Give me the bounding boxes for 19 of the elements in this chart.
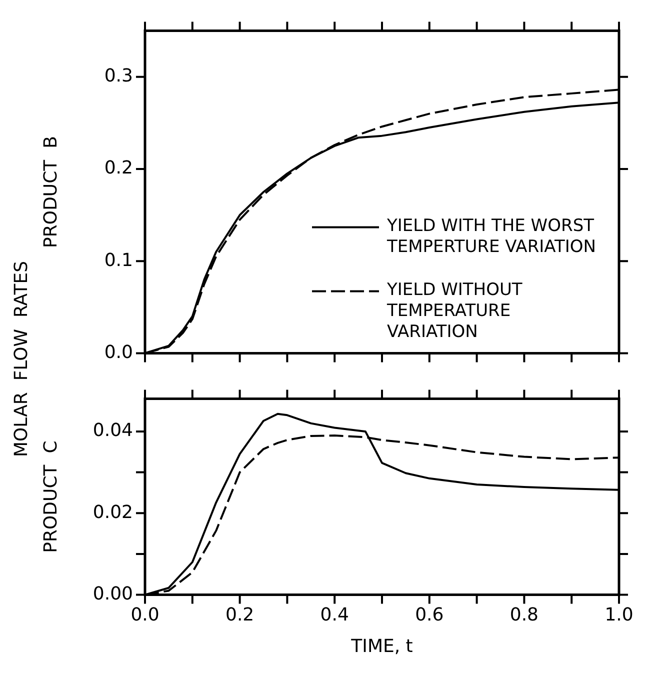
y-tick-label: 0.02 bbox=[92, 502, 133, 523]
x-tick-label: 0.2 bbox=[225, 604, 254, 626]
x-axis-title: TIME, t bbox=[350, 636, 413, 657]
x-tick-label: 0.8 bbox=[510, 604, 539, 626]
y-tick-label: 0.00 bbox=[92, 583, 133, 604]
y-tick-label: 0.3 bbox=[104, 66, 133, 87]
legend-label: YIELD WITHOUT TEMPERATURE VARIATION bbox=[386, 280, 523, 342]
y-axis-title: PRODUCT C bbox=[40, 440, 62, 553]
y-tick-label: 0.0 bbox=[104, 342, 133, 363]
x-tick-label: 0.6 bbox=[415, 604, 444, 626]
x-tick-label: 1.0 bbox=[604, 604, 634, 626]
y-tick-label: 0.04 bbox=[92, 420, 133, 442]
x-tick-label: 0.4 bbox=[320, 604, 349, 626]
legend-label: YIELD WITH THE WORST TEMPERTURE VARIATION bbox=[386, 216, 596, 258]
y-tick-label: 0.2 bbox=[104, 158, 133, 179]
y-tick-label: 0.1 bbox=[104, 250, 133, 271]
y-axis-title: PRODUCT B bbox=[40, 136, 62, 248]
x-tick-label: 0.0 bbox=[130, 604, 160, 626]
text: MOLAR FLOW RATES bbox=[11, 260, 33, 460]
